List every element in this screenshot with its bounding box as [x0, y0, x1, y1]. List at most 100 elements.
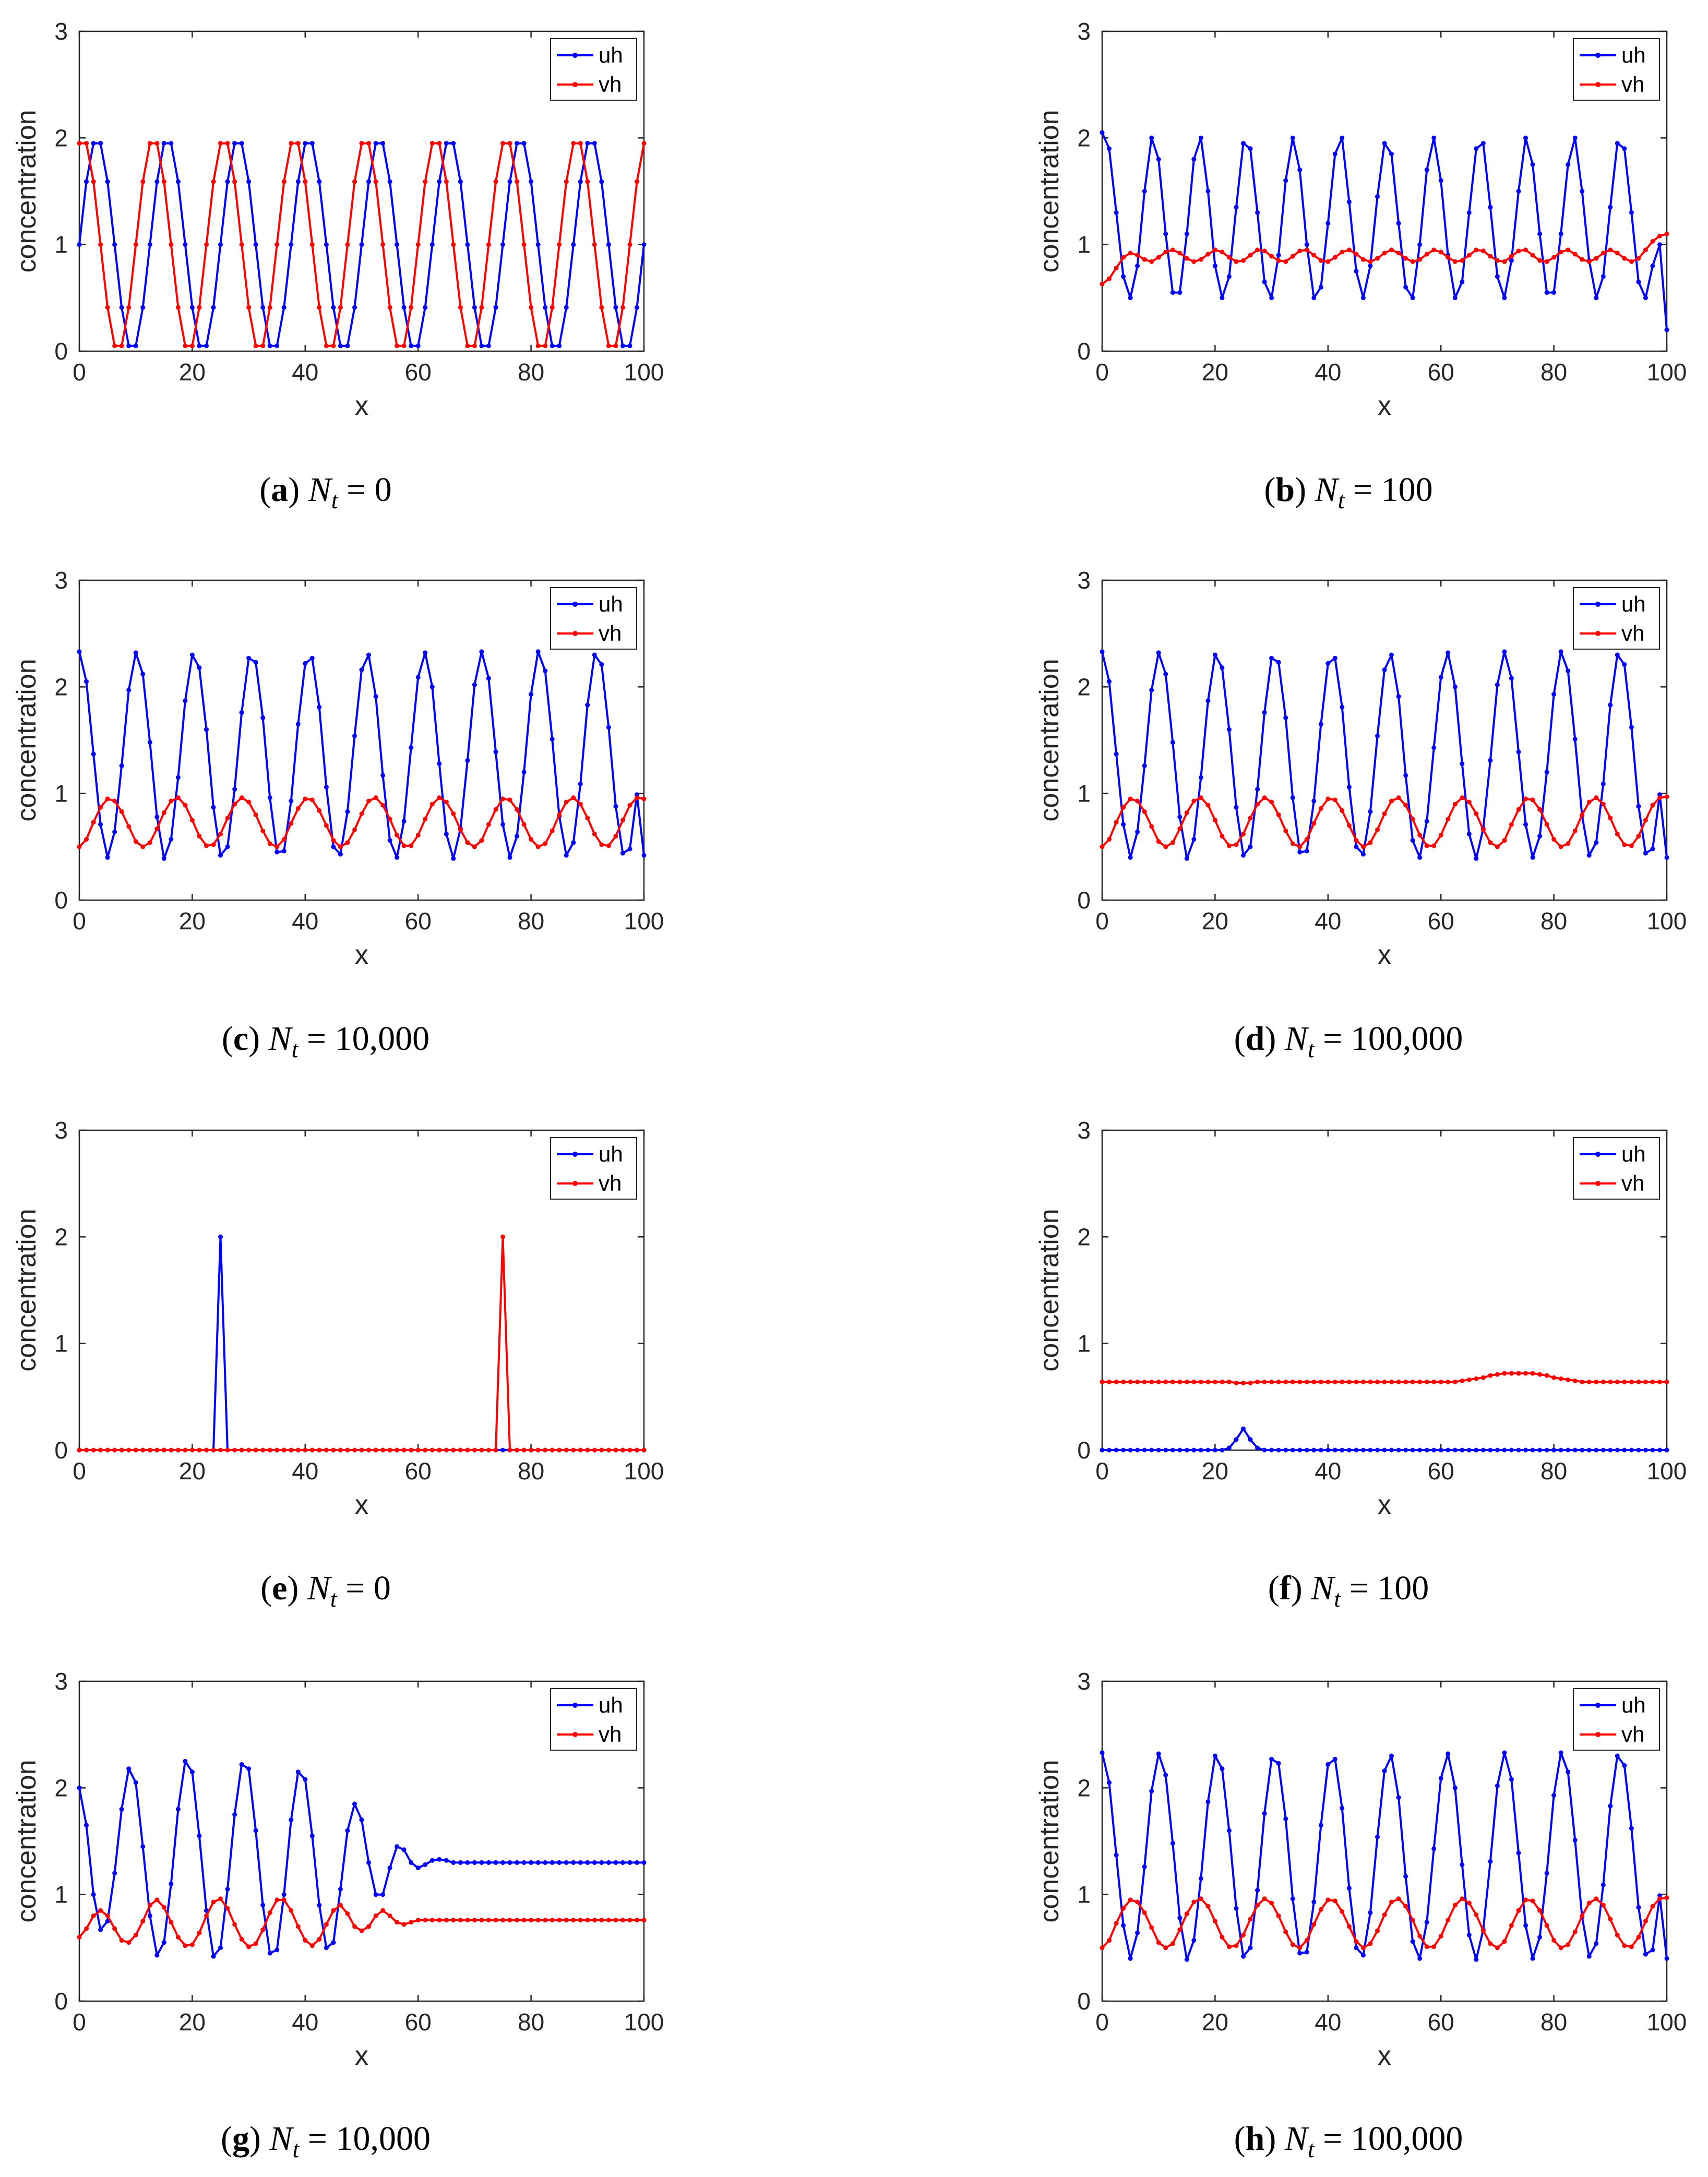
data-point-uh	[1135, 1448, 1140, 1453]
data-point-vh	[415, 1448, 421, 1453]
data-point-uh	[1622, 662, 1627, 667]
data-point-vh	[154, 1448, 160, 1453]
series-uh	[1100, 1426, 1669, 1453]
data-point-vh	[84, 837, 89, 842]
data-point-vh	[1516, 807, 1521, 812]
data-point-vh	[465, 840, 470, 845]
data-point-vh	[1177, 250, 1183, 256]
y-tick-label: 2	[54, 673, 68, 700]
data-point-uh	[1629, 1826, 1634, 1831]
x-tick-label: 40	[292, 2008, 318, 2036]
data-point-vh	[521, 822, 527, 827]
data-point-uh	[521, 141, 527, 146]
data-point-uh	[1297, 1951, 1303, 1956]
data-point-uh	[507, 179, 512, 184]
data-point-vh	[1516, 1371, 1521, 1376]
legend-label-vh: vh	[599, 621, 622, 645]
data-point-vh	[204, 843, 209, 848]
data-point-vh	[324, 823, 329, 828]
data-point-uh	[1262, 1811, 1267, 1816]
data-point-vh	[535, 844, 541, 850]
data-point-vh	[613, 833, 618, 839]
x-tick-label: 0	[73, 907, 86, 935]
data-point-uh	[232, 787, 237, 792]
data-point-uh	[521, 770, 527, 775]
data-point-vh	[458, 827, 463, 832]
data-point-uh	[239, 710, 244, 715]
data-point-vh	[1234, 842, 1239, 847]
data-point-vh	[1650, 803, 1655, 808]
data-point-uh	[253, 1828, 258, 1833]
data-point-vh	[557, 1918, 562, 1923]
data-point-uh	[1509, 1777, 1514, 1782]
data-point-vh	[1509, 822, 1514, 827]
data-point-uh	[1558, 1750, 1563, 1755]
data-point-uh	[415, 675, 421, 680]
data-point-vh	[1558, 1945, 1563, 1951]
data-point-vh	[1460, 795, 1465, 800]
data-point-vh	[1558, 844, 1563, 850]
data-point-vh	[458, 1918, 463, 1923]
data-point-vh	[1466, 253, 1472, 258]
y-axis-label: concentration	[1034, 110, 1065, 272]
legend-marker-vh	[1595, 631, 1600, 636]
data-point-uh	[1389, 1448, 1394, 1453]
data-point-vh	[1346, 1379, 1352, 1384]
x-tick-label: 0	[73, 1457, 86, 1485]
data-point-uh	[401, 305, 407, 310]
data-point-uh	[1226, 274, 1232, 279]
data-point-vh	[324, 343, 329, 349]
x-tick-label: 20	[179, 2008, 206, 2036]
data-point-uh	[571, 242, 576, 247]
x-axis-label: x	[355, 1490, 368, 1520]
data-point-vh	[77, 1934, 82, 1940]
data-point-vh	[345, 242, 350, 247]
data-point-uh	[1304, 242, 1309, 247]
data-point-vh	[1502, 838, 1507, 843]
data-point-vh	[529, 305, 534, 310]
x-tick-label: 0	[73, 2008, 86, 2036]
data-point-uh	[500, 1860, 505, 1865]
x-tick-label: 100	[624, 907, 664, 935]
data-point-vh	[1332, 1898, 1337, 1904]
data-point-vh	[274, 242, 280, 247]
data-point-vh	[1100, 1945, 1105, 1951]
data-point-uh	[1396, 221, 1401, 226]
data-point-vh	[211, 1448, 216, 1453]
x-tick-label: 60	[1428, 1457, 1454, 1485]
y-tick-label: 0	[1077, 1437, 1091, 1464]
data-point-vh	[225, 816, 230, 821]
legend: uh vh	[550, 38, 637, 101]
data-point-vh	[1297, 248, 1303, 254]
data-point-uh	[1396, 1448, 1401, 1453]
data-point-uh	[189, 305, 195, 310]
data-point-vh	[1643, 818, 1648, 823]
data-point-uh	[1248, 1437, 1253, 1442]
data-point-vh	[1170, 247, 1175, 253]
data-point-vh	[599, 1448, 604, 1453]
data-point-uh	[1523, 1923, 1528, 1928]
data-point-vh	[1311, 1379, 1317, 1384]
data-point-vh	[211, 1899, 216, 1905]
data-point-uh	[1346, 199, 1352, 205]
data-point-vh	[578, 1448, 583, 1453]
data-point-vh	[1509, 254, 1514, 259]
data-point-uh	[1452, 1785, 1458, 1790]
data-point-uh	[1191, 1938, 1197, 1943]
data-point-uh	[133, 650, 138, 655]
data-point-uh	[444, 141, 449, 146]
data-point-uh	[253, 660, 258, 665]
data-point-uh	[493, 749, 498, 755]
legend-box	[550, 1688, 637, 1751]
data-point-uh	[303, 661, 308, 666]
data-point-uh	[1220, 665, 1225, 671]
data-point-vh	[1438, 1379, 1443, 1384]
data-point-uh	[1615, 1448, 1620, 1453]
data-point-vh	[515, 1448, 520, 1453]
data-point-vh	[1276, 1913, 1281, 1918]
data-point-uh	[225, 1886, 230, 1892]
data-point-vh	[246, 305, 252, 310]
data-point-vh	[1600, 250, 1606, 256]
data-point-uh	[1170, 1448, 1175, 1453]
data-point-uh	[1600, 274, 1606, 279]
